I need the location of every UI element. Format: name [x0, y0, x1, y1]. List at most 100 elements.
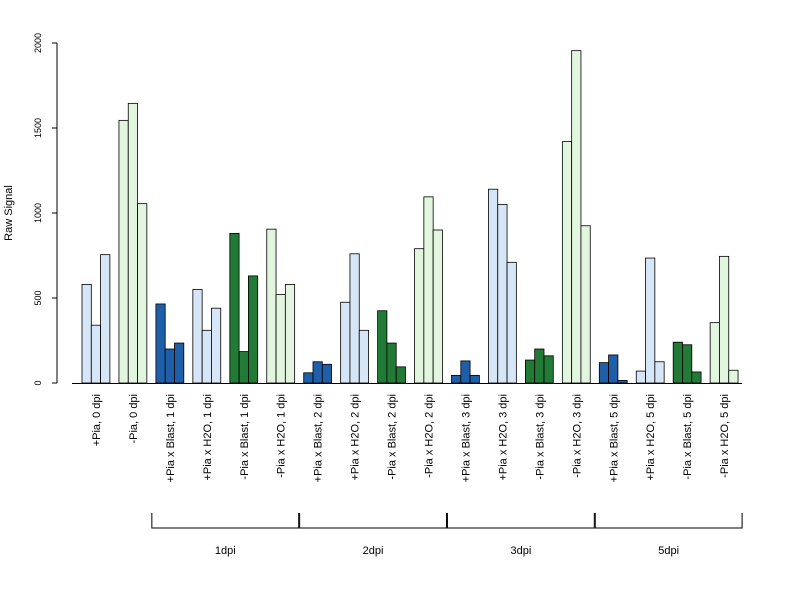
bar [497, 204, 508, 384]
y-axis: 0 500 1000 1500 2000 [33, 33, 58, 386]
bar [598, 362, 609, 384]
y-tick-label: 500 [33, 290, 43, 305]
bar-group [525, 348, 554, 384]
group-label: 1dpi [215, 545, 236, 557]
bar [377, 310, 388, 384]
y-tick-label: 2000 [33, 33, 43, 53]
category-label: -Pia x H2O, 2 dpi [424, 394, 436, 478]
bar-group [81, 254, 111, 384]
bar-group [118, 102, 148, 384]
bar [349, 253, 360, 384]
bar-group [561, 50, 591, 384]
group-brackets: 1dpi 2dpi 3dpi 5dpi [151, 513, 743, 557]
group-label: 2dpi [363, 545, 384, 557]
group-label: 3dpi [510, 545, 531, 557]
category-label: +Pia x H2O, 2 dpi [350, 394, 362, 481]
bar [358, 329, 369, 384]
bar [460, 360, 471, 384]
category-label: +Pia x H2O, 5 dpi [645, 394, 657, 481]
bar [247, 275, 259, 384]
bar-group [414, 196, 443, 384]
category-label: +Pia x Blast, 1 dpi [165, 394, 177, 482]
bar [303, 372, 314, 384]
bars [81, 50, 739, 384]
bar-group [266, 228, 296, 384]
bar [312, 361, 323, 384]
bar [635, 370, 646, 384]
bar [432, 229, 443, 384]
bar [90, 324, 102, 384]
bar [488, 188, 499, 384]
bar-group [155, 303, 185, 384]
bar [395, 366, 406, 384]
group-label: 5dpi [658, 545, 679, 557]
category-label: +Pia x H2O, 1 dpi [202, 394, 214, 481]
bar [423, 196, 434, 384]
bar-group [229, 232, 259, 384]
bar [155, 303, 166, 384]
bar [451, 374, 462, 384]
category-label: +Pia x H2O, 3 dpi [497, 394, 509, 481]
group-bracket: 3dpi [446, 513, 595, 557]
bar-group [598, 354, 628, 384]
bar-group [709, 255, 739, 384]
bar [137, 203, 148, 384]
bar [386, 342, 397, 384]
category-label: -Pia x H2O, 1 dpi [276, 394, 288, 478]
category-label: -Pia, 0 dpi [128, 394, 140, 444]
bar-group [672, 341, 702, 384]
y-tick-label: 1500 [33, 118, 43, 138]
bar [127, 102, 138, 384]
bar [164, 348, 175, 384]
y-tick-label: 1000 [33, 203, 43, 223]
bar [238, 351, 249, 384]
category-label: -Pia x H2O, 3 dpi [571, 394, 583, 478]
bracket-line [299, 513, 447, 529]
bar-group [377, 310, 406, 384]
bar [561, 141, 573, 384]
category-label: +Pia, 0 dpi [91, 394, 103, 446]
bar [645, 257, 656, 384]
bar [229, 232, 240, 384]
bar [608, 354, 619, 384]
group-bracket: 2dpi [299, 513, 447, 557]
bar [192, 289, 203, 384]
bracket-line [151, 513, 300, 529]
bar [211, 307, 222, 384]
group-bracket: 5dpi [594, 513, 743, 557]
y-axis-title: Raw Signal [3, 185, 15, 241]
bar-group [488, 188, 517, 384]
category-label: -Pia x Blast, 1 dpi [239, 394, 251, 480]
bar [654, 361, 665, 384]
bracket-line [446, 513, 595, 529]
category-label: +Pia x Blast, 2 dpi [313, 394, 325, 482]
bracket-line [594, 513, 743, 529]
bar [709, 322, 720, 384]
bar [543, 355, 554, 384]
group-bracket: 1dpi [151, 513, 300, 557]
bar [719, 255, 730, 384]
bar [414, 248, 425, 384]
bar-group [451, 360, 480, 384]
bar-group [340, 253, 369, 384]
bar [118, 119, 129, 384]
bar [275, 294, 286, 384]
y-tick-label: 0 [33, 380, 43, 385]
bar [284, 283, 296, 384]
category-labels: +Pia, 0 dpi -Pia, 0 dpi +Pia x Blast, 1 dp… [91, 394, 731, 482]
bar [81, 283, 92, 384]
category-label: -Pia x Blast, 3 dpi [534, 394, 546, 480]
bar [266, 228, 277, 384]
bar-group [635, 257, 665, 384]
bar [682, 344, 693, 384]
bar [534, 348, 545, 384]
bar [174, 342, 185, 384]
bar [571, 50, 582, 384]
category-label: -Pia x Blast, 2 dpi [387, 394, 399, 480]
bar [691, 371, 702, 384]
bar [506, 261, 517, 384]
category-label: -Pia x Blast, 5 dpi [682, 394, 694, 480]
category-label: +Pia x Blast, 3 dpi [460, 394, 472, 482]
bar [617, 380, 628, 384]
